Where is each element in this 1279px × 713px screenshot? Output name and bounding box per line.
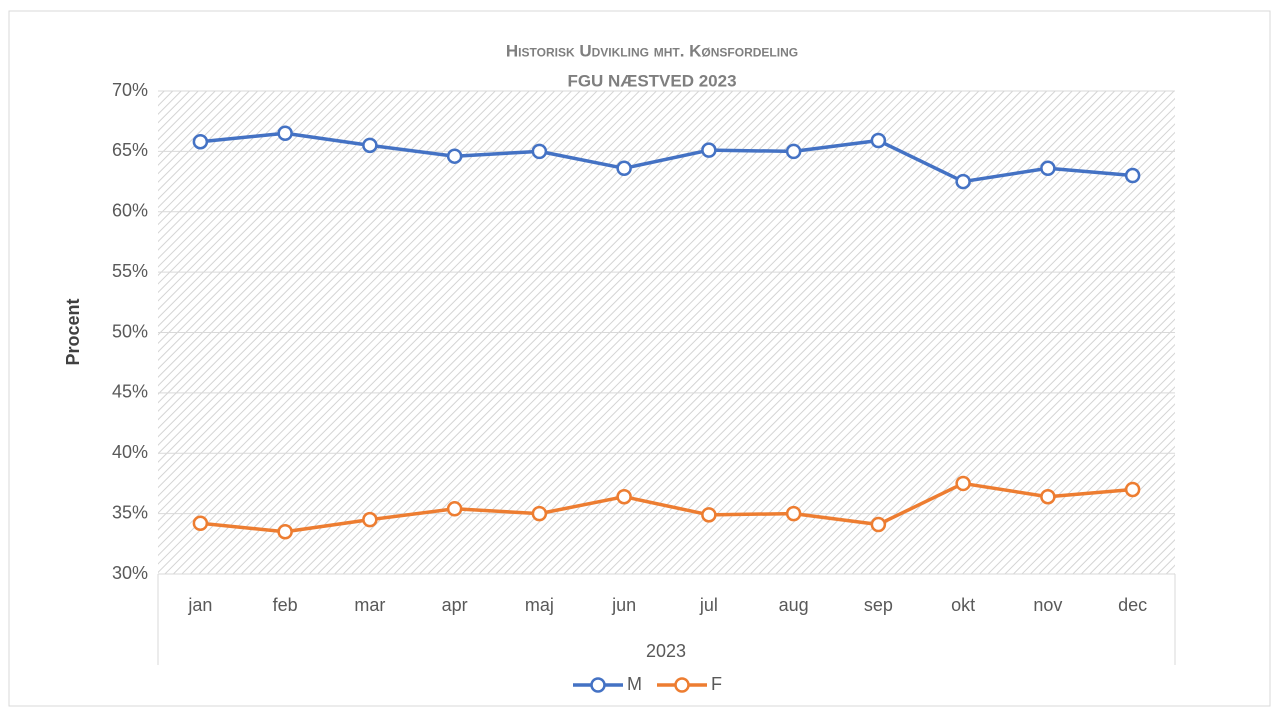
x-tick-label: mar <box>354 595 385 615</box>
y-tick-label: 50% <box>112 321 148 341</box>
y-tick-label: 45% <box>112 382 148 402</box>
line-series <box>200 131 1133 184</box>
x-tick-label: jan <box>187 595 212 615</box>
legend-marker <box>674 677 690 693</box>
y-tick-label: 70% <box>112 80 148 100</box>
y-tick-label: 35% <box>112 502 148 522</box>
marker <box>1040 488 1056 505</box>
marker <box>616 488 632 505</box>
marker <box>1124 167 1141 184</box>
x-axis-label: 2023 <box>646 641 686 661</box>
marker <box>701 142 717 158</box>
x-tick-label: sep <box>864 595 893 615</box>
marker <box>277 523 293 540</box>
marker <box>870 516 887 533</box>
y-tick-label: 65% <box>112 140 148 160</box>
x-tick-label: aug <box>779 595 809 615</box>
marker <box>1124 481 1141 498</box>
marker <box>955 173 971 190</box>
y-tick-label: 40% <box>112 442 148 462</box>
chart-title: Historisk Udvikling mht. Kønsfordeling <box>506 41 798 60</box>
marker <box>446 501 463 517</box>
marker <box>362 137 378 154</box>
marker <box>785 505 802 522</box>
marker <box>531 505 548 522</box>
marker <box>446 148 463 164</box>
marker <box>531 143 548 160</box>
marker <box>1040 160 1056 177</box>
marker <box>277 125 293 142</box>
x-tick-label: apr <box>442 595 468 615</box>
marker <box>192 133 209 150</box>
x-tick-label: jul <box>699 595 718 615</box>
legend-label: M <box>627 674 642 694</box>
y-axis-label: Procent <box>63 298 83 365</box>
marker <box>701 507 717 523</box>
legend-marker <box>590 677 606 693</box>
x-tick-label: feb <box>273 595 298 615</box>
legend-label: F <box>711 674 722 694</box>
marker <box>870 132 887 149</box>
x-tick-label: jun <box>611 595 636 615</box>
x-tick-label: dec <box>1118 595 1147 615</box>
chart-subtitle: FGU NÆSTVED 2023 <box>567 71 736 90</box>
marker <box>192 515 209 532</box>
marker <box>616 160 632 177</box>
x-tick-label: nov <box>1033 595 1062 615</box>
y-tick-label: 60% <box>112 201 148 221</box>
marker <box>785 143 802 160</box>
line-series <box>200 481 1133 534</box>
y-tick-label: 55% <box>112 261 148 281</box>
x-tick-label: okt <box>951 595 975 615</box>
x-tick-label: maj <box>525 595 554 615</box>
y-tick-label: 30% <box>112 563 148 583</box>
marker <box>955 475 971 492</box>
marker <box>362 511 378 528</box>
